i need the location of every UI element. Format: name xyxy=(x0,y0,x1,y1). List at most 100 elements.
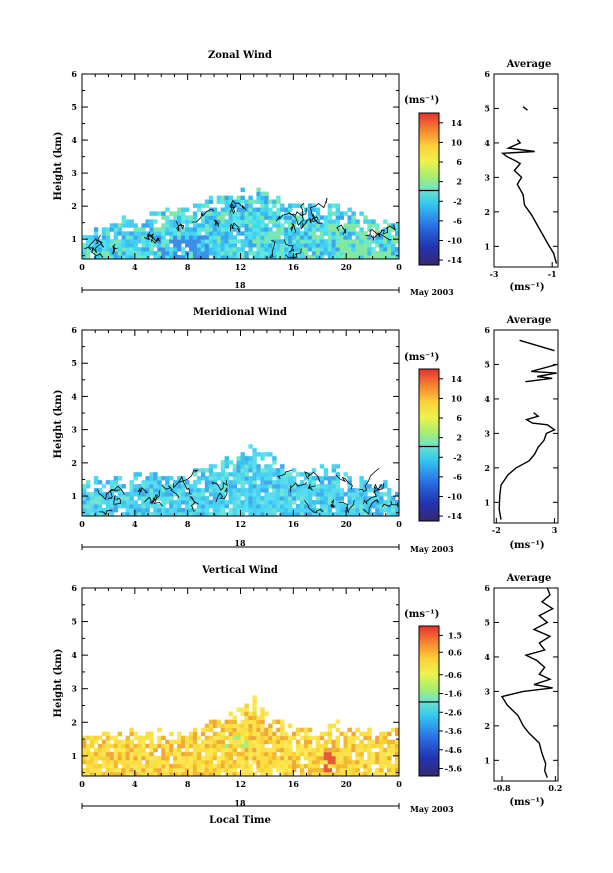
heatmap-cell xyxy=(359,759,364,765)
heatmap-cell xyxy=(299,747,305,753)
heatmap-cell xyxy=(208,223,214,228)
heatmap-cell xyxy=(192,472,198,477)
heatmap-cell xyxy=(157,727,162,733)
heatmap-cell xyxy=(113,500,119,505)
heatmap-cell xyxy=(149,231,154,236)
heatmap-cell xyxy=(177,207,182,212)
colorbar-tick-label: 6 xyxy=(456,157,462,167)
heatmap-cell xyxy=(367,496,372,501)
heatmap-cell xyxy=(343,492,348,497)
heatmap-cell xyxy=(204,227,210,232)
heatmap-cell xyxy=(101,255,107,260)
heatmap-cell xyxy=(212,772,218,777)
heatmap-cell xyxy=(315,251,321,256)
heatmap-cell xyxy=(288,472,293,477)
heatmap-cell xyxy=(161,496,166,501)
heatmap-cell xyxy=(121,751,126,757)
heatmap-cell xyxy=(185,492,190,497)
heatmap-cell xyxy=(347,223,352,228)
heatmap-cell xyxy=(232,500,237,505)
heatmap-cell xyxy=(236,772,241,777)
heatmap-cell xyxy=(256,227,261,232)
heatmap-cell xyxy=(375,227,380,232)
heatmap-cell xyxy=(280,743,285,749)
heatmap-cell xyxy=(367,488,372,493)
heatmap-cell xyxy=(173,508,178,513)
heatmap-cell xyxy=(371,755,376,761)
heatmap-cell xyxy=(272,739,277,745)
heatmap-cell xyxy=(264,735,269,741)
heatmap-cell xyxy=(212,763,218,769)
heatmap-cell xyxy=(383,751,388,757)
heatmap-cell xyxy=(204,468,210,473)
heatmap-cell xyxy=(272,255,277,260)
heatmap-cell xyxy=(264,199,269,204)
heatmap-cell xyxy=(331,251,336,256)
heatmap-cell xyxy=(335,755,340,761)
heatmap-cell xyxy=(220,460,226,465)
heatmap-cell xyxy=(137,484,142,489)
meridional-date-label: May 2003 xyxy=(410,544,454,554)
heatmap-cell xyxy=(200,508,206,513)
heatmap-cell xyxy=(276,239,281,244)
heatmap-cell xyxy=(351,731,356,737)
heatmap-cell xyxy=(232,247,237,252)
heatmap-cell xyxy=(355,759,360,765)
heatmap-cell xyxy=(359,488,364,493)
heatmap-cell xyxy=(121,219,126,224)
heatmap-cell xyxy=(244,755,249,761)
heatmap-cell xyxy=(121,500,126,505)
heatmap-cell xyxy=(355,247,360,252)
heatmap-cell xyxy=(264,496,269,501)
heatmap-cell xyxy=(161,243,166,248)
heatmap-cell xyxy=(331,231,336,236)
heatmap-cell xyxy=(395,739,400,745)
heatmap-cell xyxy=(200,468,206,473)
heatmap-cell xyxy=(387,492,392,497)
heatmap-cell xyxy=(105,767,111,773)
heatmap-cell xyxy=(105,739,111,745)
heatmap-cell xyxy=(379,755,384,761)
heatmap-cell xyxy=(145,743,150,749)
heatmap-cell xyxy=(189,219,194,224)
meridional-wind-ylabel: Height (km) xyxy=(53,390,64,459)
heatmap-cell xyxy=(288,207,293,212)
heatmap-cell xyxy=(173,759,178,765)
heatmap-cell xyxy=(137,772,142,777)
heatmap-cell xyxy=(371,504,376,509)
heatmap-cell xyxy=(256,767,261,773)
heatmap-cell xyxy=(117,500,123,505)
heatmap-cell xyxy=(86,492,91,497)
heatmap-cell xyxy=(307,227,313,232)
heatmap-cell xyxy=(280,251,285,256)
heatmap-cell xyxy=(169,247,174,252)
heatmap-cell xyxy=(232,476,237,481)
heatmap-cell xyxy=(296,243,301,248)
heatmap-cell xyxy=(228,731,233,737)
heatmap-cell xyxy=(157,735,162,741)
heatmap-cell xyxy=(82,512,87,517)
contour-line xyxy=(304,471,321,482)
x-tick-label: 0 xyxy=(396,262,402,272)
contour-line xyxy=(213,219,220,227)
heatmap-cell xyxy=(212,492,218,497)
heatmap-cell xyxy=(327,207,333,212)
heatmap-cell xyxy=(276,739,281,745)
heatmap-cell xyxy=(240,488,245,493)
heatmap-cell xyxy=(113,235,119,240)
heatmap-cell xyxy=(101,500,107,505)
heatmap-cell xyxy=(204,243,210,248)
heatmap-cell xyxy=(248,460,253,465)
heatmap-cell xyxy=(149,247,154,252)
heatmap-cell xyxy=(256,751,261,757)
heatmap-cell xyxy=(236,199,241,204)
heatmap-cell xyxy=(109,496,115,501)
heatmap-cell xyxy=(244,727,249,733)
heatmap-cell xyxy=(236,255,241,260)
heatmap-cell xyxy=(252,231,257,236)
heatmap-cell xyxy=(260,215,265,220)
heatmap-cell xyxy=(204,500,210,505)
heatmap-cell xyxy=(169,496,174,501)
heatmap-cell xyxy=(220,735,226,741)
heatmap-cell xyxy=(82,743,87,749)
